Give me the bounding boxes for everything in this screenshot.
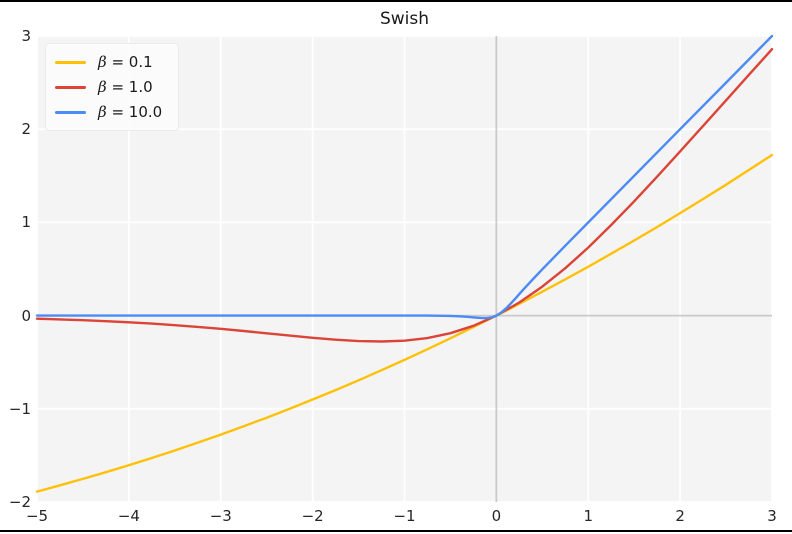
beta-symbol: β (98, 53, 107, 71)
x-tick-label: −5 (25, 507, 49, 525)
series-curve-2 (35, 34, 774, 320)
legend-label: β = 10.0 (98, 103, 163, 121)
y-tick-label: 1 (21, 213, 31, 232)
top-rule (0, 0, 792, 2)
x-tick-label: 0 (491, 507, 502, 525)
legend: β = 0.1 β = 1.0 β = 10.0 (45, 43, 180, 131)
x-tick-label: −2 (301, 507, 324, 525)
bottom-rule (0, 530, 792, 532)
y-tick-label: 2 (21, 120, 31, 139)
y-tick-label: −1 (8, 399, 31, 418)
legend-label: β = 0.1 (98, 53, 153, 71)
chart-title: Swish (379, 9, 430, 29)
legend-line-swatch (55, 110, 86, 114)
legend-item-0: β = 0.1 (55, 53, 162, 71)
x-tick-label: −1 (393, 507, 416, 525)
legend-line-swatch (55, 85, 86, 89)
legend-label: β = 1.0 (98, 78, 153, 96)
series-curve-0 (35, 153, 774, 493)
beta-symbol: β (98, 103, 107, 121)
x-tick-label: 1 (583, 507, 594, 525)
x-tick-label: 3 (767, 507, 777, 525)
y-tick-label: 0 (21, 306, 31, 325)
y-tick-label: −2 (8, 493, 31, 511)
legend-item-1: β = 1.0 (55, 78, 162, 96)
series-curve-1 (35, 48, 774, 343)
x-tick-label: −3 (209, 507, 232, 525)
legend-item-2: β = 10.0 (55, 103, 162, 121)
legend-line-swatch (55, 60, 86, 64)
x-tick-label: 2 (675, 507, 685, 525)
beta-symbol: β (98, 78, 107, 96)
y-tick-label: 3 (21, 27, 31, 45)
x-tick-label: −4 (117, 507, 140, 525)
